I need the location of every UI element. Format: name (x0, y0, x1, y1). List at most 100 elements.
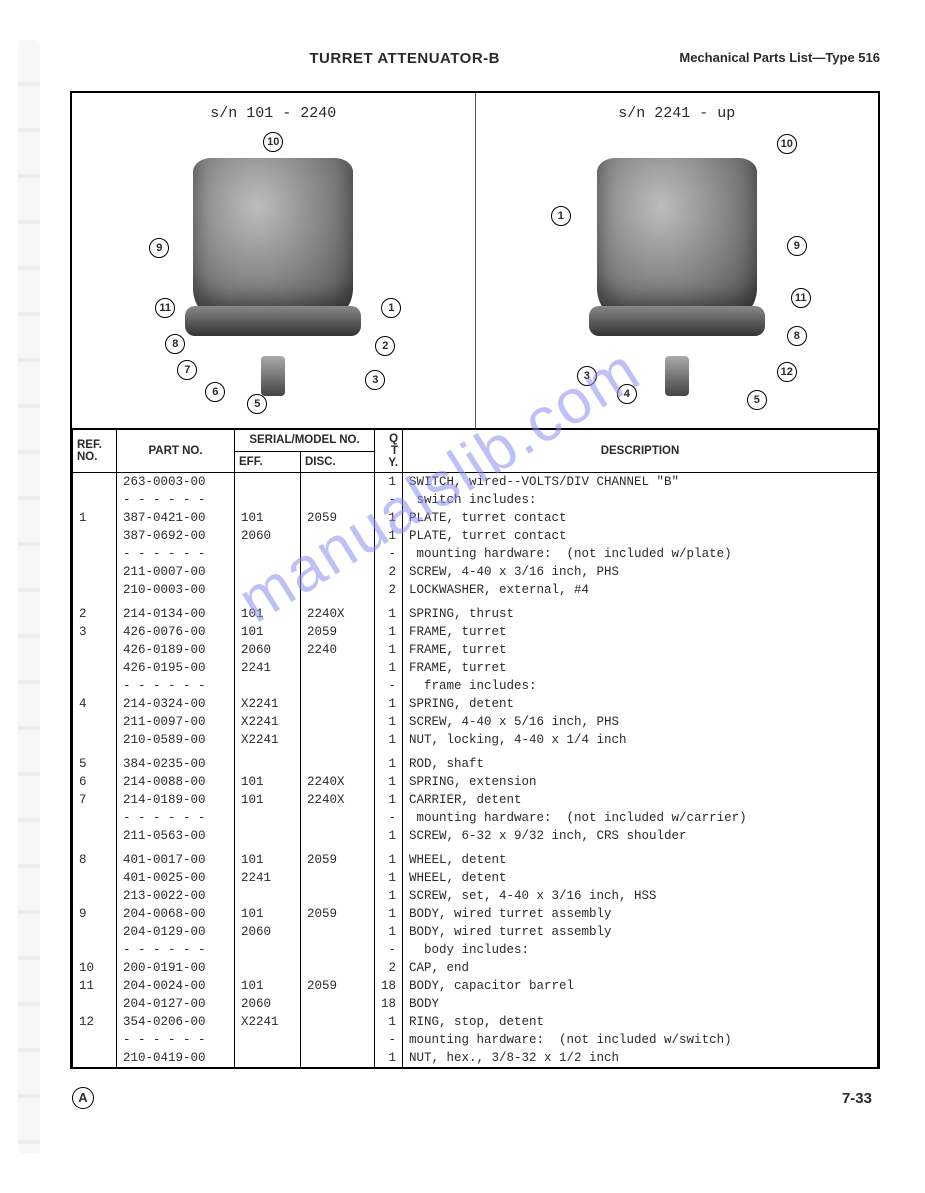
cell (301, 959, 375, 977)
table-row: 401-0025-0022411WHEEL, detent (73, 869, 878, 887)
page-number: 7-33 (842, 1090, 872, 1107)
cell: NUT, locking, 4-40 x 1/4 inch (403, 731, 878, 749)
cell: 387-0692-00 (117, 527, 235, 545)
cell: FRAME, turret (403, 659, 878, 677)
table-row: 263-0003-001SWITCH, wired--VOLTS/DIV CHA… (73, 473, 878, 492)
cell (73, 869, 117, 887)
cell (73, 923, 117, 941)
cell: mounting hardware: (not included w/plate… (403, 545, 878, 563)
callout: 11 (791, 288, 811, 308)
cell: 401-0025-00 (117, 869, 235, 887)
cell: WHEEL, detent (403, 869, 878, 887)
cell (73, 809, 117, 827)
table-row: 3426-0076-0010120591FRAME, turret (73, 623, 878, 641)
table-row: - - - - - -- frame includes: (73, 677, 878, 695)
cell: 101 (235, 905, 301, 923)
cell: 8 (73, 851, 117, 869)
th-qty: Q T Y. (375, 430, 403, 473)
table-row: 387-0692-0020601PLATE, turret contact (73, 527, 878, 545)
cell: 2 (375, 959, 403, 977)
cell (301, 527, 375, 545)
cell: 204-0127-00 (117, 995, 235, 1013)
cell: 1 (375, 905, 403, 923)
cell (73, 887, 117, 905)
cell: 2059 (301, 623, 375, 641)
cell (73, 731, 117, 749)
cell (301, 545, 375, 563)
cell (73, 563, 117, 581)
table-row: 204-0129-0020601BODY, wired turret assem… (73, 923, 878, 941)
content-frame: s/n 101 - 2240 10 9 11 8 7 6 5 3 2 1 s/n… (70, 91, 880, 1069)
cell: 2059 (301, 851, 375, 869)
cell: 6 (73, 773, 117, 791)
table-row: 426-0195-0022411FRAME, turret (73, 659, 878, 677)
table-row: 211-0007-002SCREW, 4-40 x 3/16 inch, PHS (73, 563, 878, 581)
page: TURRET ATTENUATOR-B Mechanical Parts Lis… (0, 0, 925, 1139)
cell (235, 941, 301, 959)
callout: 6 (205, 382, 225, 402)
cell (235, 809, 301, 827)
cell: 204-0024-00 (117, 977, 235, 995)
sn-left: s/n 101 - 2240 (80, 105, 467, 122)
cell (301, 995, 375, 1013)
turret-illustration-right: 10 1 9 11 8 12 5 4 3 (547, 128, 807, 418)
cell: BODY (403, 995, 878, 1013)
cell (73, 527, 117, 545)
cell: 200-0191-00 (117, 959, 235, 977)
cell: ROD, shaft (403, 755, 878, 773)
cell: 18 (375, 977, 403, 995)
callout: 11 (155, 298, 175, 318)
callout: 8 (165, 334, 185, 354)
cell: 2059 (301, 977, 375, 995)
cell (73, 491, 117, 509)
cell (301, 659, 375, 677)
cell: PLATE, turret contact (403, 527, 878, 545)
cell (301, 827, 375, 845)
cell: SPRING, extension (403, 773, 878, 791)
table-row: 210-0589-00X22411NUT, locking, 4-40 x 1/… (73, 731, 878, 749)
cell: - (375, 491, 403, 509)
cell: X2241 (235, 713, 301, 731)
cell: 426-0076-00 (117, 623, 235, 641)
table-row: - - - - - -- mounting hardware: (not inc… (73, 545, 878, 563)
cell (235, 1049, 301, 1067)
cell: 1 (375, 641, 403, 659)
cell: 2 (375, 563, 403, 581)
cell: 2059 (301, 509, 375, 527)
cell (301, 1031, 375, 1049)
cell: 1 (73, 509, 117, 527)
cell (235, 1031, 301, 1049)
cell (73, 827, 117, 845)
cell (301, 731, 375, 749)
table-head: REF. NO. PART NO. SERIAL/MODEL NO. Q T Y… (73, 430, 878, 473)
cell: - (375, 1031, 403, 1049)
table-row: 7214-0189-001012240X1CARRIER, detent (73, 791, 878, 809)
cell: NUT, hex., 3/8-32 x 1/2 inch (403, 1049, 878, 1067)
table-row: 210-0003-002LOCKWASHER, external, #4 (73, 581, 878, 599)
cell: 387-0421-00 (117, 509, 235, 527)
cell: 101 (235, 773, 301, 791)
cell: X2241 (235, 1013, 301, 1031)
cell: CARRIER, detent (403, 791, 878, 809)
cell (301, 809, 375, 827)
cell (73, 1031, 117, 1049)
cell (301, 581, 375, 599)
cell: mounting hardware: (not included w/switc… (403, 1031, 878, 1049)
cell: 426-0195-00 (117, 659, 235, 677)
turret-illustration-left: 10 9 11 8 7 6 5 3 2 1 (143, 128, 403, 418)
table-row: - - - - - -- mounting hardware: (not inc… (73, 809, 878, 827)
cell (301, 887, 375, 905)
table-row: 1387-0421-0010120591PLATE, turret contac… (73, 509, 878, 527)
callout: 8 (787, 326, 807, 346)
cell (235, 827, 301, 845)
cell: BODY, wired turret assembly (403, 905, 878, 923)
cell: 101 (235, 977, 301, 995)
cell: SPRING, thrust (403, 605, 878, 623)
cell: - - - - - - (117, 941, 235, 959)
cell (301, 941, 375, 959)
cell: SCREW, set, 4-40 x 3/16 inch, HSS (403, 887, 878, 905)
cell: 213-0022-00 (117, 887, 235, 905)
cell (301, 923, 375, 941)
cell: 214-0134-00 (117, 605, 235, 623)
figure-row: s/n 101 - 2240 10 9 11 8 7 6 5 3 2 1 s/n… (72, 93, 878, 429)
